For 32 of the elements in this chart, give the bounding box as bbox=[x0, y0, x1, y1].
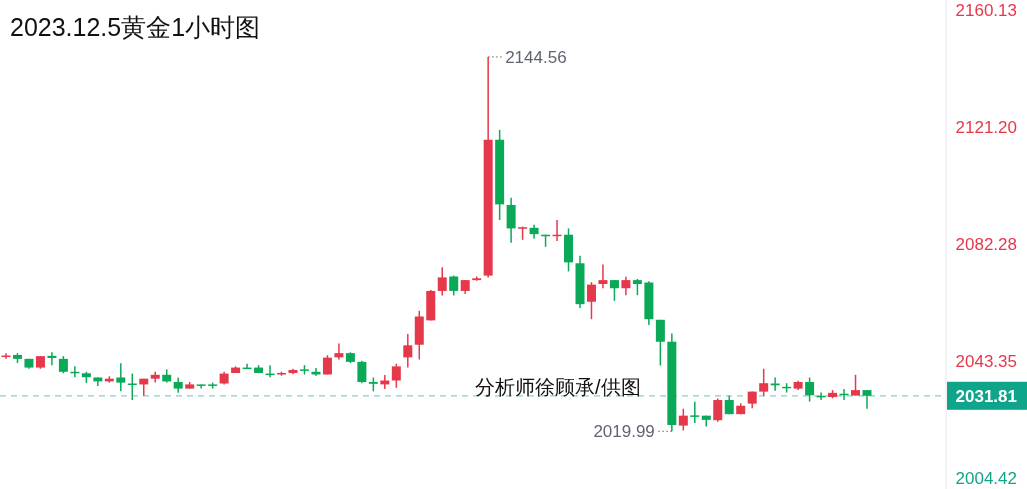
candlestick bbox=[506, 197, 516, 244]
candlestick bbox=[403, 333, 413, 369]
y-tick-label: 2160.13 bbox=[955, 1, 1017, 21]
candlestick bbox=[655, 319, 665, 367]
candlestick bbox=[713, 397, 723, 423]
candlestick bbox=[851, 374, 861, 397]
ref-line-label: 2031.81 bbox=[955, 386, 1017, 406]
y-tick-label: 2004.42 bbox=[955, 469, 1017, 489]
candlestick bbox=[621, 276, 631, 296]
annotation: 分析师徐顾承/供图 bbox=[475, 376, 641, 398]
candlestick bbox=[357, 359, 367, 384]
candlestick bbox=[862, 389, 872, 410]
annotation: 2019.99 bbox=[593, 422, 655, 442]
candlestick bbox=[47, 351, 57, 366]
candlestick bbox=[391, 362, 401, 389]
candlestick bbox=[598, 263, 608, 289]
y-tick-label: 2121.20 bbox=[955, 118, 1017, 138]
candlestick bbox=[609, 279, 619, 302]
candlestick bbox=[678, 408, 688, 432]
candlestick bbox=[437, 266, 447, 297]
candlestick bbox=[334, 342, 344, 361]
candlestick bbox=[116, 362, 126, 393]
text: 2023.12.5黄金1小时图 bbox=[10, 13, 261, 41]
candlestick bbox=[586, 281, 596, 320]
y-tick-label: 2082.28 bbox=[955, 235, 1017, 255]
candlestick bbox=[449, 274, 459, 297]
candlestick bbox=[759, 368, 769, 397]
candlestick bbox=[805, 376, 815, 403]
candlestick bbox=[690, 401, 700, 424]
annotation: 2144.56 bbox=[505, 47, 567, 67]
y-tick-label: 2043.35 bbox=[955, 352, 1017, 372]
candlestick bbox=[196, 383, 206, 390]
